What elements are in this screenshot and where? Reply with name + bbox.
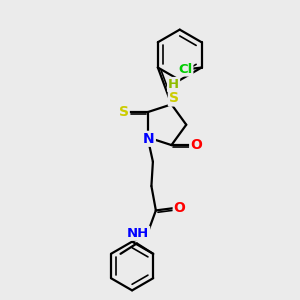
Text: S: S — [169, 92, 179, 105]
Text: O: O — [190, 138, 202, 152]
Text: H: H — [168, 78, 179, 91]
Text: O: O — [174, 201, 186, 215]
Text: NH: NH — [127, 227, 149, 240]
Text: Cl: Cl — [178, 62, 192, 76]
Text: S: S — [119, 105, 129, 119]
Text: N: N — [143, 132, 155, 146]
